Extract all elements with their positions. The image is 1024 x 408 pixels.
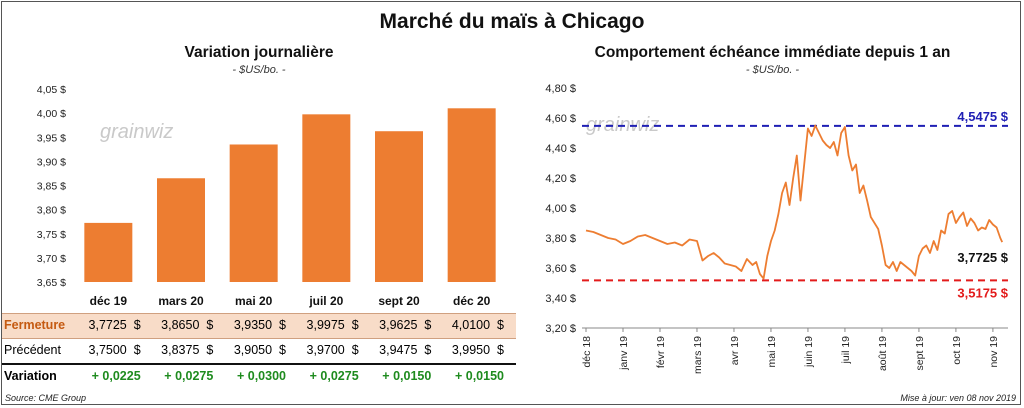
x-tick-label: juil 19 xyxy=(840,336,852,365)
x-tick-label: mai 20 xyxy=(235,294,273,308)
left-subtitle: Variation journalière xyxy=(184,44,334,61)
x-tick-label: juil 20 xyxy=(308,294,343,308)
y-tick-label: 3,90 $ xyxy=(37,156,66,168)
x-tick-label: déc 20 xyxy=(453,294,491,308)
x-tick-label: oct 19 xyxy=(951,336,963,365)
x-tick-label: juin 19 xyxy=(803,336,815,368)
x-tick-label: sept 19 xyxy=(914,336,926,371)
row-label: Variation xyxy=(4,369,57,383)
row-label: Précédent xyxy=(4,343,61,357)
table-cell: 3,9950 $ xyxy=(451,343,504,357)
table-cell: + 0,0275 xyxy=(309,369,359,383)
y-tick-label: 4,20 $ xyxy=(545,173,576,185)
y-tick-label: 4,00 $ xyxy=(37,108,66,120)
table-cell: 3,9350 $ xyxy=(233,318,286,332)
bar xyxy=(84,222,133,282)
table-cell: 3,8650 $ xyxy=(161,318,214,332)
watermark: grainwiz xyxy=(100,121,173,143)
table-cell: 3,9700 $ xyxy=(306,343,359,357)
row-label: Fermeture xyxy=(4,318,66,332)
bar xyxy=(302,114,351,282)
y-tick-label: 3,75 $ xyxy=(37,229,66,241)
y-tick-label: 4,05 $ xyxy=(37,84,66,96)
x-tick-label: mars 20 xyxy=(158,294,204,308)
table-cell: 3,9050 $ xyxy=(233,343,286,357)
x-tick-label: déc 19 xyxy=(90,294,128,308)
price-line xyxy=(585,124,1004,280)
table-cell: + 0,0225 xyxy=(91,369,141,383)
table-row: Fermeture 3,7725 $ 3,8650 $ 3,9350 $ 3,9975 … xyxy=(2,313,516,339)
table-cell: + 0,0275 xyxy=(164,369,214,383)
x-tick-label: févr 19 xyxy=(655,336,667,368)
y-tick-label: 3,95 $ xyxy=(37,132,66,144)
bar xyxy=(157,178,205,282)
right-subtitle: Comportement échéance immédiate depuis 1… xyxy=(594,44,951,61)
table-cell: + 0,0300 xyxy=(236,369,286,383)
y-tick-label: 4,60 $ xyxy=(545,113,576,125)
last-price-label: 3,7725 $ xyxy=(957,250,1008,265)
table-cell: 3,7725 $ xyxy=(88,318,141,332)
table-cell: 3,8375 $ xyxy=(161,343,214,357)
x-tick-label: nov 19 xyxy=(988,336,1000,368)
y-tick-label: 3,80 $ xyxy=(545,233,576,245)
right-unit: - $US/bo. - xyxy=(745,64,800,76)
table-cell: + 0,0150 xyxy=(382,369,432,383)
bar-chart: grainwiz 4,05 $ 4,00 $ 3,95 $ 3,90 $ 3,85 $ 3,… xyxy=(37,84,496,308)
table-cell: + 0,0150 xyxy=(454,369,504,383)
y-tick-label: 4,80 $ xyxy=(545,83,576,95)
table-row: Variation + 0,0225 + 0,0275 + 0,0300 + 0,027… xyxy=(2,365,516,389)
x-tick-label: mars 19 xyxy=(692,336,704,374)
table-cell: 3,9475 $ xyxy=(379,343,432,357)
y-tick-label: 4,40 $ xyxy=(545,143,576,155)
y-tick-label: 3,20 $ xyxy=(545,323,576,335)
left-unit: - $US/bo. - xyxy=(232,64,286,76)
table-cell: 3,9625 $ xyxy=(379,318,432,332)
table-cell: 4,0100 $ xyxy=(451,318,504,332)
x-tick-label: janv 19 xyxy=(618,336,630,371)
y-tick-label: 3,60 $ xyxy=(545,263,576,275)
bar xyxy=(229,144,278,282)
table-cell: 3,9975 $ xyxy=(306,318,359,332)
x-tick-label: août 19 xyxy=(877,336,889,371)
x-tick-label: déc 18 xyxy=(581,336,593,368)
y-tick-label: 3,40 $ xyxy=(545,293,576,305)
y-tick-label: 4,00 $ xyxy=(545,203,576,215)
source-note: Source: CME Group xyxy=(5,393,87,403)
y-tick-label: 3,65 $ xyxy=(37,277,66,289)
max-label: 4,5475 $ xyxy=(957,109,1008,124)
x-tick-label: avr 19 xyxy=(729,336,741,365)
x-tick-label: sept 20 xyxy=(378,294,420,308)
y-tick-label: 3,70 $ xyxy=(37,253,66,265)
y-tick-label: 3,80 $ xyxy=(37,205,66,217)
x-tick-label: mai 19 xyxy=(766,336,778,368)
bar xyxy=(447,108,496,282)
main-title: Marché du maïs à Chicago xyxy=(379,10,645,33)
table-cell: 3,7500 $ xyxy=(88,343,141,357)
bar xyxy=(375,131,423,282)
min-label: 3,5175 $ xyxy=(957,285,1008,300)
table-row: Précédent 3,7500 $ 3,8375 $ 3,9050 $ 3,9700 … xyxy=(2,339,516,365)
y-tick-label: 3,85 $ xyxy=(37,181,66,193)
update-note: Mise à jour: ven 08 nov 2019 xyxy=(900,393,1016,403)
